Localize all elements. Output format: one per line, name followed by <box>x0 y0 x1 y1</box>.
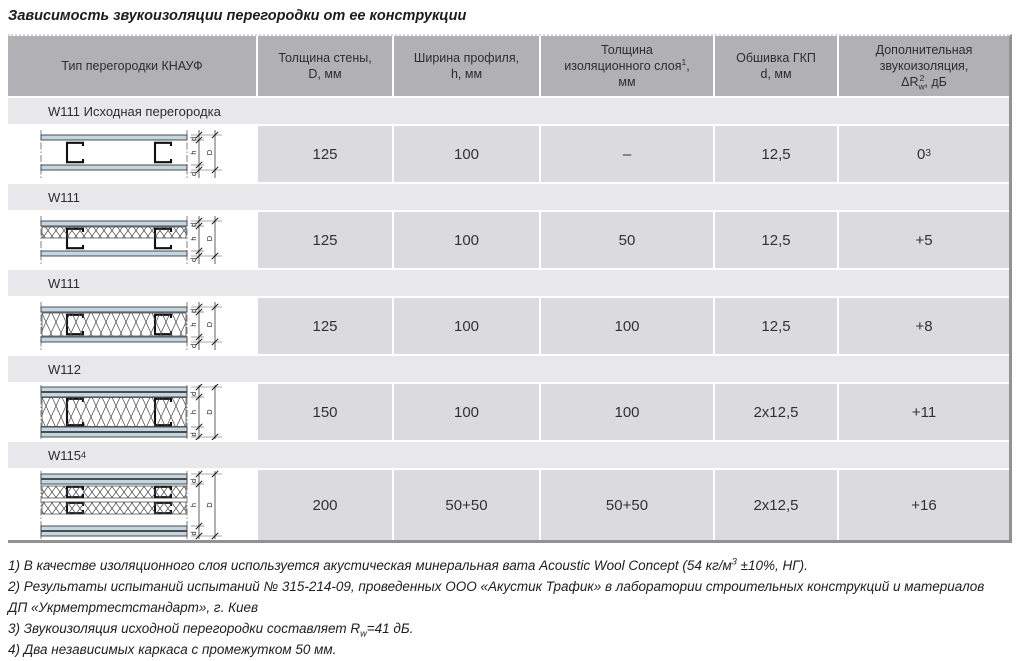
cell-sheathing: 12,5 <box>715 126 837 182</box>
header-line: Тип перегородки КНАУФ <box>61 58 203 73</box>
dim-label-d: d <box>189 258 198 262</box>
section-label: W111 <box>48 189 81 205</box>
header-line: h, мм <box>450 67 483 81</box>
cell-extra-insulation: +11 <box>839 384 1009 440</box>
cell-profile-width: 100 <box>394 212 539 268</box>
column-header-profile-width: Ширина профиля, h, мм <box>394 36 539 96</box>
footnote-1: 1) В качестве изоляционного слоя использ… <box>8 556 808 573</box>
dim-label-d: d <box>189 392 198 396</box>
section-label: W115 <box>48 447 81 463</box>
cell-insulation-thickness: – <box>541 126 713 182</box>
dim-label-D: D <box>205 149 214 155</box>
footnote-marker: 2 <box>919 72 925 83</box>
header-line: Толщина стены, <box>278 50 372 65</box>
partition-diagram-w111-base: d h d D <box>8 126 256 182</box>
column-header-extra-insulation: Дополнительная звукоизоляция, ΔRw2, дБ <box>839 36 1009 96</box>
cell-profile-width: 50+50 <box>394 470 539 540</box>
section-row-w111-50: W111 <box>8 184 1009 210</box>
header-line: ΔRw2, дБ <box>901 72 947 92</box>
dim-label-D: D <box>205 502 214 508</box>
superscript: 3 <box>731 556 737 567</box>
dim-label-d: d <box>189 344 198 348</box>
cell-insulation-thickness: 100 <box>541 298 713 354</box>
cell-sheathing: 12,5 <box>715 212 837 268</box>
cell-profile-width: 100 <box>394 298 539 354</box>
cell-extra-insulation: +16 <box>839 470 1009 540</box>
cell-wall-thickness: 125 <box>258 126 392 182</box>
footnote-2: 2) Результаты испытаний испытаний № 315-… <box>8 578 985 615</box>
header-line: Ширина профиля, <box>413 50 520 65</box>
partition-diagram-w115: d h d D <box>8 470 256 540</box>
cell-profile-width: 100 <box>394 384 539 440</box>
footnote-marker: 1 <box>681 56 687 67</box>
cell-wall-thickness: 200 <box>258 470 392 540</box>
section-row-w115: W115 4 <box>8 442 1009 468</box>
dim-label-h: h <box>189 410 198 414</box>
column-header-type: Тип перегородки КНАУФ <box>8 36 256 96</box>
dim-label-h: h <box>189 236 198 240</box>
cell-sheathing: 12,5 <box>715 298 837 354</box>
dim-label-h: h <box>189 322 198 326</box>
header-line: мм <box>618 75 636 90</box>
cell-insulation-thickness: 50 <box>541 212 713 268</box>
subscript-w: w <box>360 628 367 639</box>
cell-wall-thickness: 150 <box>258 384 392 440</box>
dim-label-d: d <box>189 432 198 436</box>
dim-label-d: d <box>189 172 198 176</box>
header-line: D, мм <box>308 67 342 81</box>
cell-sheathing: 2x12,5 <box>715 384 837 440</box>
partition-diagram-w112: d h d D <box>8 384 256 440</box>
partition-diagram-w112-svg: d h d D <box>40 384 222 440</box>
partition-table: Тип перегородки КНАУФ Толщина стены, D, … <box>8 34 1012 543</box>
partition-diagram-w111-base-svg: d h d D <box>40 130 222 178</box>
dim-label-h: h <box>189 503 198 507</box>
footnotes: 1) В качестве изоляционного слоя использ… <box>8 556 1003 661</box>
dim-label-d: d <box>189 531 198 535</box>
footnote-4: 4) Два независимых каркаса с промежутком… <box>8 641 337 657</box>
section-label: W111 <box>48 275 81 291</box>
section-row-w111-100: W111 <box>8 270 1009 296</box>
dim-label-D: D <box>205 235 214 241</box>
dim-label-h: h <box>189 150 198 154</box>
cell-insulation-thickness: 50+50 <box>541 470 713 540</box>
partition-diagram-w115-svg: d h d D <box>40 470 222 540</box>
dim-label-D: D <box>205 321 214 327</box>
cell-sheathing: 2x12,5 <box>715 470 837 540</box>
header-line: изоляционного слоя1, <box>564 56 690 73</box>
header-line: Обшивка ГКП <box>736 50 816 65</box>
header-line: Толщина <box>601 42 653 57</box>
cell-wall-thickness: 125 <box>258 212 392 268</box>
section-row-w112: W112 <box>8 356 1009 382</box>
partition-diagram-w111-100-svg: d h d D <box>40 302 222 350</box>
partition-diagram-w111-50: d h d D <box>8 212 256 268</box>
cell-extra-insulation: +5 <box>839 212 1009 268</box>
dim-label-d: d <box>189 479 198 483</box>
column-header-wall-thickness: Толщина стены, D, мм <box>258 36 392 96</box>
section-label: W112 <box>48 361 81 377</box>
subscript-w: w <box>918 81 925 92</box>
partition-diagram-w111-100: d h d D <box>8 298 256 354</box>
header-line: Дополнительная <box>875 42 973 57</box>
cell-profile-width: 100 <box>394 126 539 182</box>
dim-label-d: d <box>189 223 198 227</box>
footnote-3: 3) Звукоизоляция исходной перегородки со… <box>8 620 414 639</box>
column-header-insulation-thickness: Толщина изоляционного слоя1, мм <box>541 36 713 96</box>
partition-diagram-w111-50-svg: d h d D <box>40 216 222 264</box>
page-title: Зависимость звукоизоляции перегородки от… <box>8 8 467 24</box>
cell-insulation-thickness: 100 <box>541 384 713 440</box>
cell-wall-thickness: 125 <box>258 298 392 354</box>
cell-extra-insulation: +8 <box>839 298 1009 354</box>
section-label: W111 Исходная перегородка <box>48 103 221 119</box>
header-line: d, мм <box>760 67 792 81</box>
dim-label-D: D <box>205 409 214 415</box>
dim-label-d: d <box>189 309 198 313</box>
header-line: звукоизоляция, <box>879 58 969 73</box>
column-header-sheathing: Обшивка ГКП d, мм <box>715 36 837 96</box>
section-row-w111-base: W111 Исходная перегородка <box>8 98 1009 124</box>
dim-label-d: d <box>189 137 198 141</box>
